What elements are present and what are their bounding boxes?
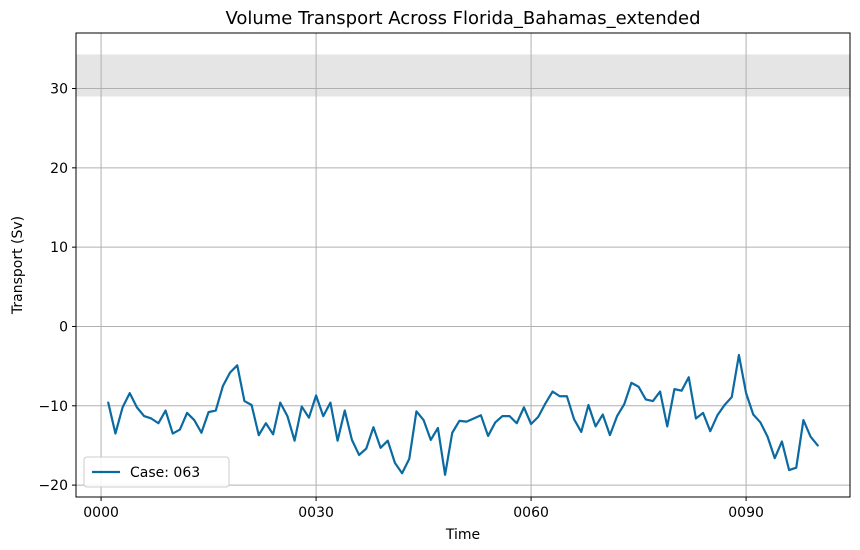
y-tick-label: 10 bbox=[50, 240, 68, 256]
series-line-0 bbox=[107, 353, 819, 476]
reference-band bbox=[76, 54, 850, 97]
shaded-band-layer bbox=[76, 54, 850, 97]
x-tick-label: 0060 bbox=[513, 505, 549, 521]
legend: Case: 063 bbox=[83, 456, 230, 488]
chart-title: Volume Transport Across Florida_Bahamas_… bbox=[225, 8, 700, 29]
plot-frame bbox=[75, 32, 851, 498]
x-tick-label: 0030 bbox=[298, 505, 334, 521]
x-axis-ticks: 0000 0030 0060 0090 bbox=[83, 497, 764, 521]
y-tick-label: 0 bbox=[59, 319, 68, 335]
y-tick-label: −10 bbox=[38, 399, 68, 415]
y-axis-label: Transport (Sv) bbox=[10, 216, 26, 315]
x-tick-label: 0090 bbox=[728, 505, 764, 521]
y-tick-label: 30 bbox=[50, 82, 68, 98]
series-layer bbox=[107, 353, 819, 476]
plot-area: 0000 0030 0060 0090 −20 −10 0 10 20 30 bbox=[38, 32, 851, 521]
y-axis-ticks: −20 −10 0 10 20 30 bbox=[38, 82, 76, 494]
y-tick-label: −20 bbox=[38, 478, 68, 494]
legend-box bbox=[83, 456, 230, 488]
x-axis-label: Time bbox=[445, 527, 480, 543]
legend-label: Case: 063 bbox=[130, 465, 200, 481]
y-tick-label: 20 bbox=[50, 161, 68, 177]
x-tick-label: 0000 bbox=[83, 505, 119, 521]
